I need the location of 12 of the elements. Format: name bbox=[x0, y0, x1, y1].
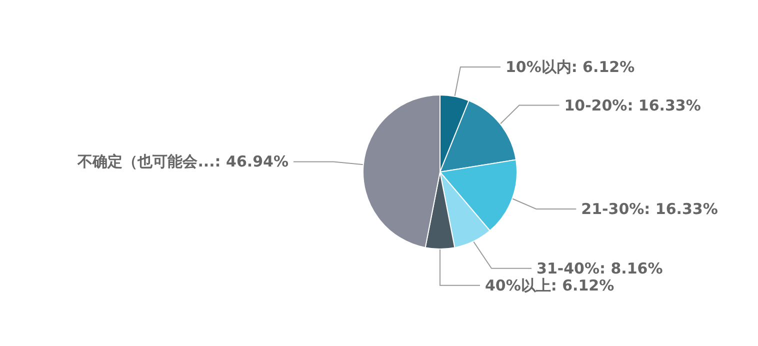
slice-label: 21-30% bbox=[581, 200, 644, 218]
slice-label: 10%以内 bbox=[505, 58, 572, 76]
data-label: : 6.12% bbox=[550, 276, 614, 294]
data-label: : 46.94% bbox=[214, 152, 288, 171]
slice-label: 40%以上 bbox=[485, 276, 551, 294]
data-label: : 16.33% bbox=[644, 200, 718, 218]
slice-label: 不确定（也可能会... bbox=[76, 152, 215, 171]
data-label: : 16.33% bbox=[627, 96, 701, 114]
data-label: : 8.16% bbox=[600, 259, 663, 278]
slice-label: 10-20% bbox=[564, 96, 628, 114]
slice-label: 31-40% bbox=[536, 259, 600, 278]
data-label: : 6.12% bbox=[571, 58, 635, 76]
